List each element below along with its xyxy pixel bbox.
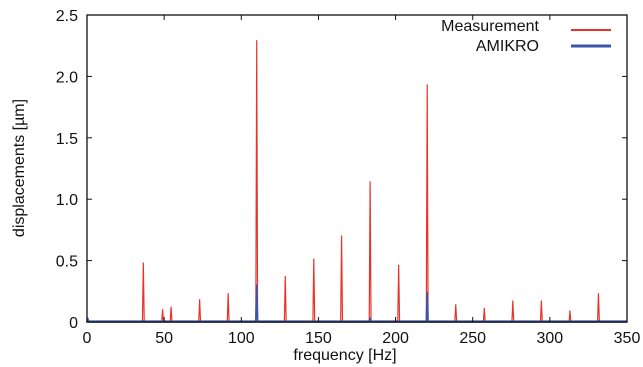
peak-point-measurement: [540, 300, 542, 302]
peak-point-measurement: [569, 310, 571, 312]
y-tick-label: 2.5: [56, 8, 78, 25]
x-tick-label: 200: [382, 330, 409, 347]
peak-point-measurement: [256, 40, 258, 42]
y-tick-label: 0: [69, 315, 78, 332]
y-tick-label: 0.5: [56, 254, 78, 271]
peak-point-measurement: [142, 262, 144, 264]
peak-point-measurement: [162, 309, 164, 311]
x-tick-label: 0: [83, 330, 92, 347]
x-axis-label: frequency [Hz]: [293, 347, 396, 364]
x-tick-label: 100: [228, 330, 255, 347]
series-line-measurement: [87, 40, 627, 323]
legend-label-measurement: Measurement: [441, 18, 539, 35]
x-tick-label: 50: [155, 330, 173, 347]
y-axis-label: displacements [µm]: [11, 99, 28, 237]
y-tick-label: 2.0: [56, 69, 78, 86]
peak-point-amikro: [256, 284, 258, 286]
peak-point-measurement: [227, 293, 229, 295]
y-tick-label: 1.0: [56, 192, 78, 209]
y-tick-label: 1.5: [56, 131, 78, 148]
peak-point-amikro: [426, 291, 428, 294]
series-line-amikro: [86, 284, 627, 323]
x-tick-label: 250: [459, 330, 486, 347]
peak-point-measurement: [199, 299, 201, 301]
peak-point-amikro: [369, 317, 371, 319]
peak-point-measurement: [455, 304, 457, 306]
peak-point-measurement: [170, 306, 172, 308]
peak-point-measurement: [398, 264, 400, 267]
peak-point-measurement: [313, 258, 315, 260]
legend: Measurement AMIKRO: [441, 18, 611, 55]
peak-point-measurement: [512, 300, 514, 302]
peak-point-measurement: [284, 275, 286, 278]
series-layer: [86, 40, 627, 323]
x-tick-label: 150: [305, 330, 332, 347]
peak-point-measurement: [426, 84, 428, 86]
legend-label-amikro: AMIKRO: [476, 38, 539, 55]
peak-point-measurement: [597, 293, 600, 295]
x-tick-label: 300: [537, 330, 564, 347]
x-tick-label: 350: [614, 330, 641, 347]
peak-point-measurement: [483, 307, 485, 310]
plot-frame: [86, 14, 628, 323]
tick-layer: 0 50 100 150 200 250 300 350 0 0.5 1.0 1.5 2.0 2.5: [56, 8, 641, 347]
peak-point-measurement: [340, 235, 343, 237]
peak-point-measurement: [369, 181, 371, 183]
